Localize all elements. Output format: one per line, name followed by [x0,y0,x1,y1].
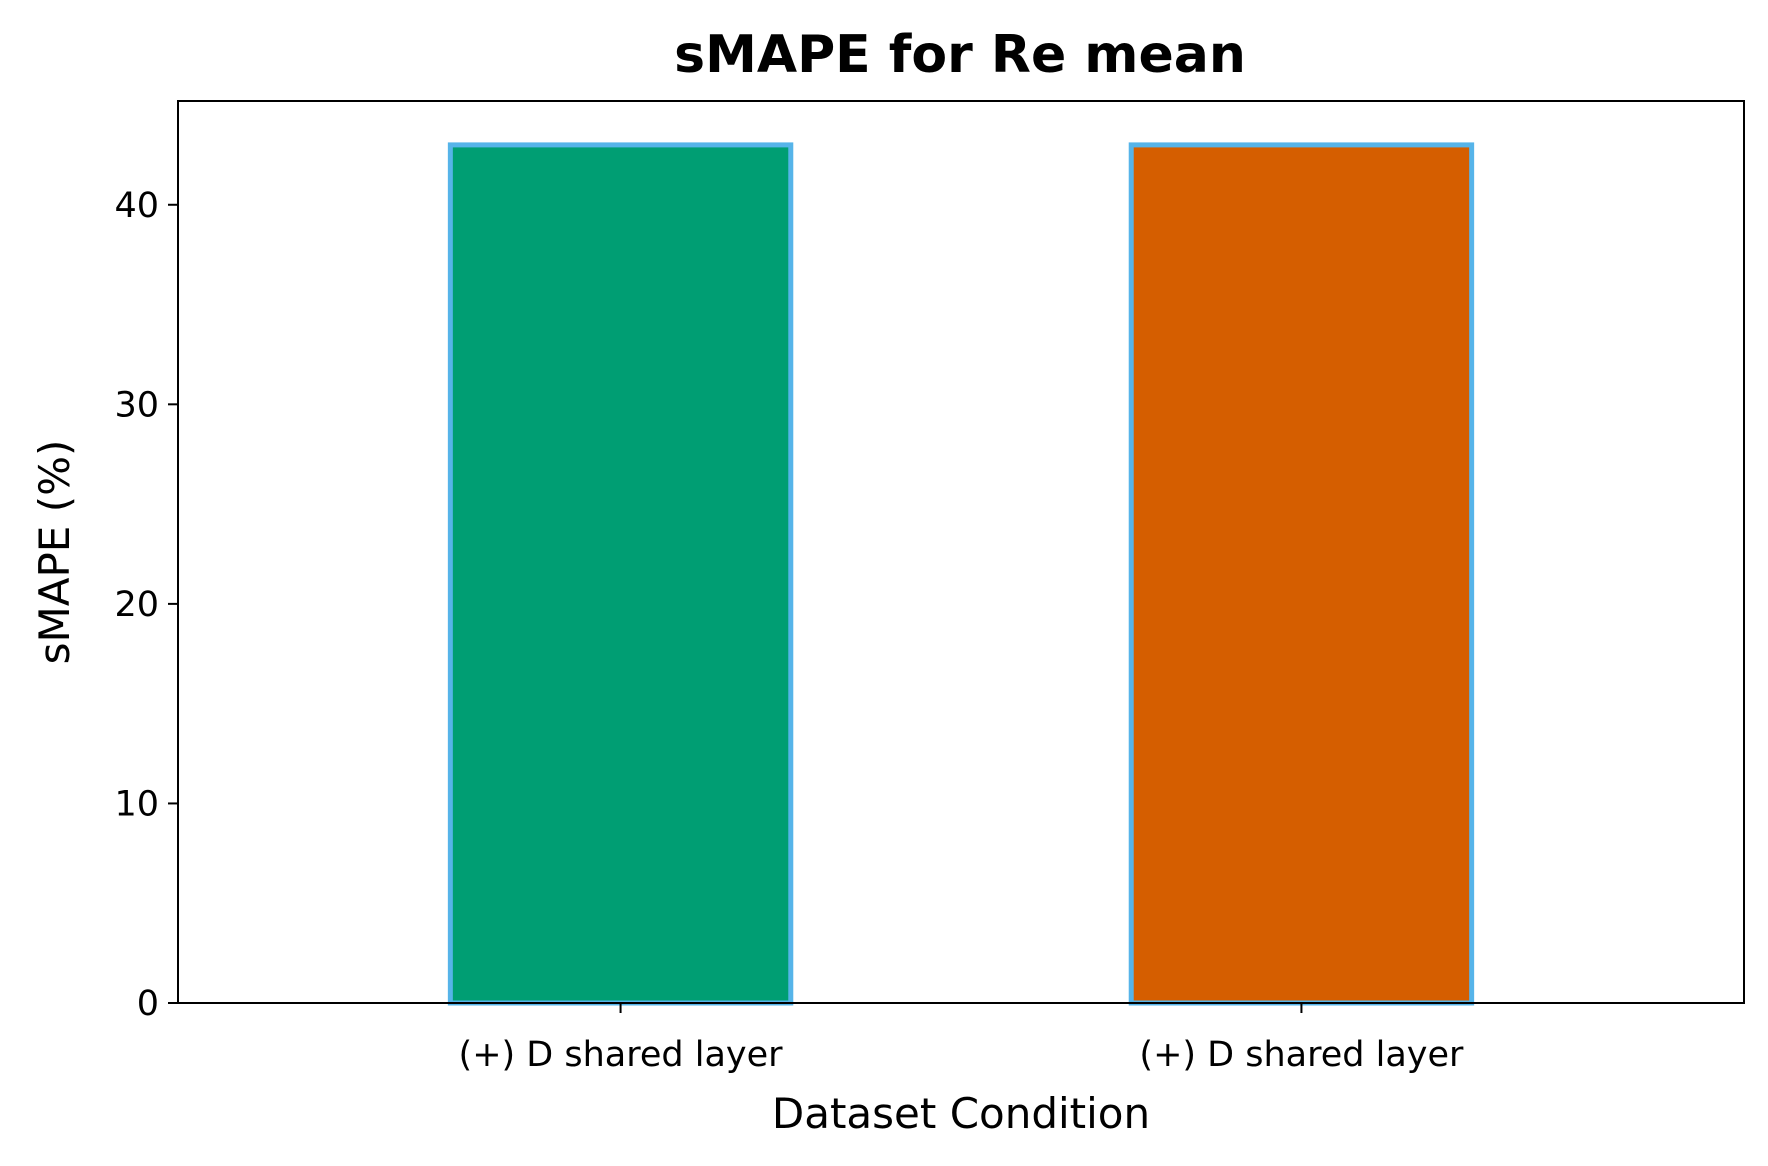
y-tick-label-2: 20 [114,585,159,625]
x-tick-label-1: (+) D shared layer [1139,1035,1464,1075]
bar-1 [1128,142,1475,1006]
y-tick-label-3: 30 [114,385,159,425]
chart-title: sMAPE for Re mean [674,25,1246,85]
bar-0 [447,142,794,1006]
y-tick-label-1: 10 [114,784,159,824]
x-axis-title: Dataset Condition [772,1089,1150,1138]
x-tick-label-0: (+) D shared layer [459,1035,784,1075]
bars-layer [447,142,1475,1006]
ticks-layer: (+) D shared layer (+) D shared layer 0 10 2… [114,186,1464,1075]
y-tick-label-4: 40 [114,186,159,226]
plot-frame [177,100,1745,1004]
y-axis-title: sMAPE (%) [30,440,79,665]
y-tick-label-0: 0 [137,984,159,1024]
